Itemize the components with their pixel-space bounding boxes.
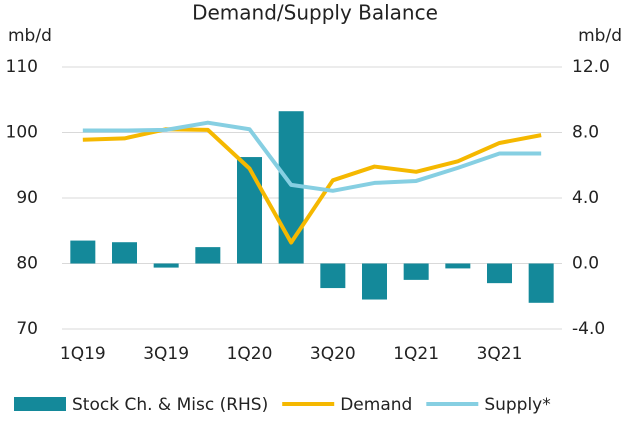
legend-label: Stock Ch. & Misc (RHS) — [72, 395, 268, 415]
y-axis-label: mb/d — [8, 26, 52, 46]
bar — [528, 263, 554, 303]
x-tick-label: 1Q19 — [60, 344, 106, 364]
bar — [70, 240, 96, 264]
bar — [403, 263, 429, 280]
x-tick-label: 3Q21 — [477, 344, 523, 364]
legend-label: Supply* — [484, 395, 550, 415]
line — [82, 120, 542, 193]
x-tick-label: 1Q21 — [393, 344, 439, 364]
x-tick-label: 1Q20 — [227, 344, 273, 364]
bar — [237, 157, 262, 264]
y-tick-label: 70 — [16, 319, 38, 339]
y2-tick-label: 0.0 — [572, 254, 599, 274]
bar — [320, 263, 346, 289]
bar — [153, 263, 179, 268]
x-tick-label: 3Q20 — [310, 344, 356, 364]
x-tick-label: 3Q19 — [143, 344, 189, 364]
bar — [362, 263, 387, 300]
y2-tick-label: 4.0 — [572, 188, 599, 208]
chart-title: Demand/Supply Balance — [192, 1, 438, 25]
bar — [112, 242, 137, 264]
y2-tick-label: 12.0 — [572, 57, 610, 77]
bar — [487, 263, 512, 284]
y-tick-label: 110 — [6, 57, 38, 77]
bar — [445, 263, 471, 269]
bar — [195, 247, 221, 264]
y2-axis-label: mb/d — [578, 26, 622, 46]
legend-label: Demand — [340, 395, 412, 415]
y2-tick-label: 8.0 — [572, 123, 599, 143]
y-tick-label: 80 — [16, 254, 38, 274]
y-tick-label: 90 — [16, 188, 38, 208]
legend-swatch — [14, 397, 66, 411]
y-tick-label: 100 — [6, 123, 38, 143]
y2-tick-label: -4.0 — [572, 319, 605, 339]
